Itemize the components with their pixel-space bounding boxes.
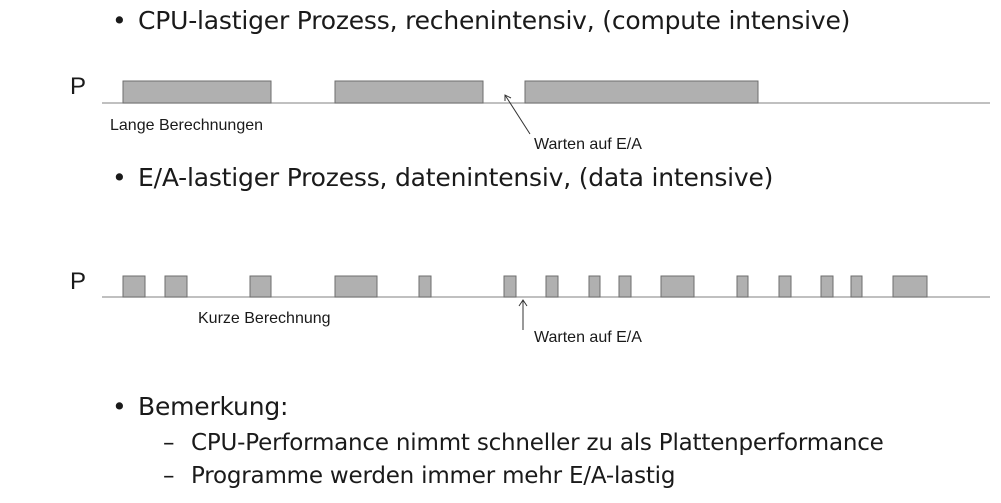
io-burst [660,275,695,298]
io-burst [820,275,834,298]
io-burst [778,275,792,298]
cpu-wait-arrow [504,94,531,135]
remark-item-2-text: Programme werden immer mehr E/A-lastig [191,463,676,489]
io-burst [249,275,272,298]
bullet-dot: • [112,392,127,421]
io-burst [892,275,928,298]
io-wait-label: Warten auf E/A [534,329,642,346]
dash-bullet: – [163,463,175,489]
io-burst [588,275,601,298]
cpu-burst [334,80,484,104]
bullet-io-intensive: • E/A-lastiger Prozess, datenintensiv, (d… [112,163,773,193]
io-burst [618,275,632,298]
bullet-cpu-text: CPU-lastiger Prozess, rechenintensiv, (c… [138,6,851,35]
remark-item-1: – CPU-Performance nimmt schneller zu als … [163,429,884,457]
cpu-burst [122,80,272,104]
io-burst [545,275,559,298]
cpu-burst [524,80,759,104]
process-label-cpu: P [70,73,87,100]
bullet-remark-text: Bemerkung: [138,392,289,421]
remark-item-2: – Programme werden immer mehr E/A-lastig [163,462,675,490]
cpu-wait-label: Warten auf E/A [534,136,642,153]
cpu-bursts-label: Lange Berechnungen [110,117,264,134]
bullet-dot: • [112,163,127,192]
bullet-dot: • [112,6,127,35]
io-burst [164,275,188,298]
io-bursts-label: Kurze Berechnung [198,310,331,327]
io-burst [736,275,749,298]
io-burst [503,275,517,298]
cpu-wait-arrowhead [504,94,512,101]
process-label-io: P [70,268,87,295]
bullet-cpu-intensive: • CPU-lastiger Prozess, rechenintensiv, (… [112,6,850,36]
remark-item-1-text: CPU-Performance nimmt schneller zu als P… [191,430,884,456]
io-burst [418,275,432,298]
io-burst [850,275,863,298]
io-burst [122,275,146,298]
io-burst [334,275,378,298]
bullet-io-text: E/A-lastiger Prozess, datenintensiv, (da… [138,163,774,192]
io-wait-arrowhead [518,299,528,307]
dash-bullet: – [163,430,175,456]
bullet-remark: • Bemerkung: [112,392,288,422]
